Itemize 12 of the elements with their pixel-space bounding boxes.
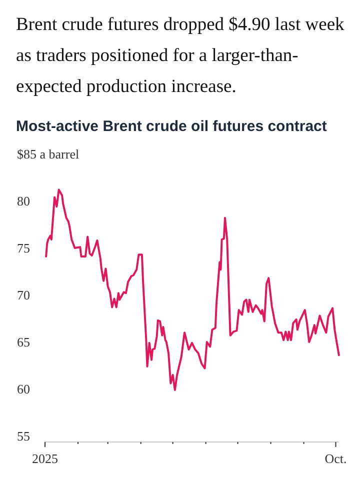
x-tick-label: Oct.	[324, 451, 347, 466]
y-tick-label: 70	[17, 288, 30, 303]
y-tick-label: 75	[17, 240, 30, 256]
chart-subtitle: Most-active Brent crude oil futures contract	[16, 118, 327, 135]
y-tick-label: 60	[17, 382, 30, 397]
y-tick-label: 80	[17, 194, 30, 209]
x-tick-label: 2025	[32, 451, 58, 466]
y-tick-label: $85 a barrel	[17, 146, 80, 162]
chart-title: Brent crude futures dropped $4.90 last week as traders positioned for a larger-than-expected production increase.	[16, 15, 346, 97]
line-series	[45, 188, 340, 391]
y-tick-label: 55	[17, 428, 30, 444]
y-tick-label: 65	[17, 334, 30, 350]
